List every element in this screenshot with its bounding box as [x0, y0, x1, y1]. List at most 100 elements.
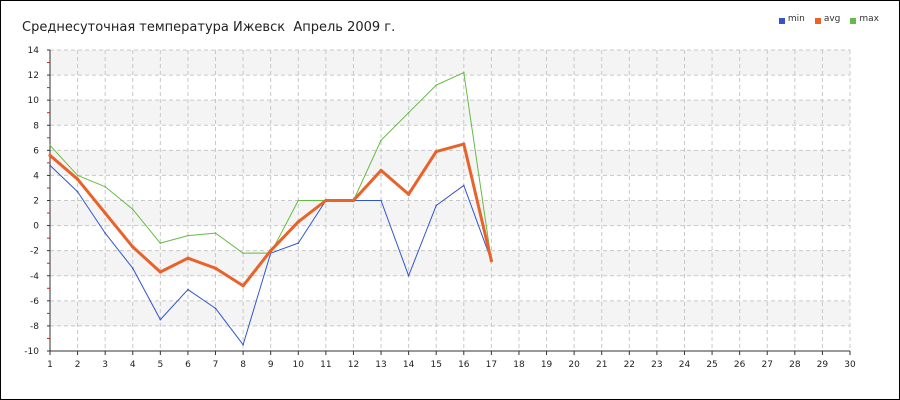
x-tick-label: 24 — [679, 360, 691, 370]
x-tick-label: 22 — [624, 360, 635, 370]
data-point-avg — [462, 142, 466, 146]
x-tick-label: 13 — [375, 360, 386, 370]
x-tick-label: 18 — [513, 360, 525, 370]
data-point-max — [435, 84, 438, 86]
data-point-max — [380, 139, 382, 142]
data-point-avg — [103, 211, 107, 215]
x-tick-label: 14 — [403, 360, 415, 370]
grid-band — [50, 100, 850, 126]
x-tick-label: 5 — [157, 360, 163, 370]
legend-item-avg: avg — [814, 14, 841, 26]
grid-band — [50, 250, 850, 276]
data-point-min — [407, 274, 410, 277]
x-tick-label: 11 — [320, 360, 331, 370]
grid-band — [50, 300, 850, 326]
chart-title: Среднесуточная температура Ижевск Апрель… — [22, 20, 396, 35]
x-tick-label: 7 — [213, 360, 219, 370]
x-tick-label: 28 — [789, 360, 801, 370]
legend: min avg max — [769, 14, 879, 26]
x-tick-label: 15 — [430, 360, 441, 370]
x-tick-label: 25 — [706, 360, 717, 370]
y-tick-label: 14 — [28, 46, 40, 56]
data-point-avg — [131, 245, 135, 249]
x-tick-label: 30 — [844, 360, 856, 370]
data-point-avg — [186, 256, 190, 260]
y-tick-label: 12 — [28, 71, 39, 81]
data-point-avg — [324, 198, 328, 203]
x-tick-label: 3 — [102, 360, 108, 370]
legend-swatch-min — [778, 18, 785, 24]
x-tick-label: 26 — [734, 360, 746, 370]
data-point-max — [214, 232, 217, 234]
y-tick-label: 2 — [33, 197, 39, 207]
data-point-min — [159, 318, 162, 321]
x-tick-label: 1 — [47, 360, 53, 370]
data-point-min — [462, 184, 465, 187]
data-point-max — [187, 234, 189, 237]
grid-band — [50, 200, 850, 226]
data-point-max — [297, 199, 300, 202]
x-tick-label: 6 — [185, 360, 191, 370]
y-tick-label: -8 — [30, 322, 39, 332]
data-point-max — [49, 144, 51, 147]
data-point-min — [76, 190, 79, 193]
legend-label-avg: avg — [823, 14, 841, 24]
y-tick-label: -2 — [30, 247, 39, 257]
data-point-min — [297, 242, 300, 244]
data-point-max — [76, 174, 79, 177]
data-point-min — [49, 164, 51, 167]
x-tick-label: 12 — [348, 360, 359, 370]
data-point-min — [242, 343, 244, 346]
y-tick-label: 8 — [33, 121, 39, 131]
y-tick-label: -10 — [24, 347, 39, 357]
data-point-max — [407, 111, 410, 114]
x-tick-label: 10 — [293, 360, 305, 370]
data-point-max — [104, 185, 106, 188]
y-tick-label: 0 — [33, 222, 39, 232]
data-point-max — [462, 71, 465, 74]
data-point-min — [214, 307, 217, 310]
y-tick-label: -4 — [30, 272, 39, 282]
data-point-avg — [158, 270, 162, 274]
y-tick-label: -6 — [30, 297, 39, 307]
data-point-avg — [75, 177, 80, 181]
data-point-min — [187, 288, 189, 291]
data-point-avg — [296, 220, 300, 224]
data-point-avg — [241, 284, 245, 288]
legend-item-max: max — [850, 14, 879, 26]
data-point-min — [435, 204, 438, 207]
data-point-avg — [434, 149, 438, 154]
data-point-max — [131, 208, 134, 211]
data-point-min — [380, 199, 382, 202]
x-tick-label: 19 — [541, 360, 553, 370]
legend-label-max: max — [859, 14, 879, 24]
data-point-avg — [48, 153, 52, 157]
data-point-min — [131, 267, 134, 270]
x-tick-label: 8 — [240, 360, 246, 370]
data-point-avg — [213, 266, 218, 270]
data-point-avg — [489, 259, 493, 263]
data-point-min — [104, 232, 106, 234]
data-point-max — [159, 242, 162, 244]
y-tick-label: 4 — [33, 171, 39, 181]
grid-band — [50, 150, 850, 176]
data-point-max — [242, 252, 244, 254]
data-point-avg — [407, 192, 411, 196]
x-tick-label: 27 — [762, 360, 773, 370]
x-tick-label: 9 — [268, 360, 274, 370]
x-tick-label: 2 — [75, 360, 81, 370]
legend-item-min: min — [778, 14, 805, 26]
x-tick-label: 21 — [596, 360, 607, 370]
data-point-avg — [269, 249, 273, 253]
x-tick-label: 17 — [486, 360, 497, 370]
data-point-avg — [351, 198, 356, 203]
legend-label-min: min — [787, 14, 805, 24]
legend-swatch-max — [850, 18, 857, 24]
x-tick-label: 4 — [130, 360, 136, 370]
x-tick-label: 16 — [458, 360, 470, 370]
x-tick-label: 23 — [651, 360, 662, 370]
data-point-avg — [379, 168, 383, 172]
y-tick-label: 6 — [33, 146, 39, 156]
